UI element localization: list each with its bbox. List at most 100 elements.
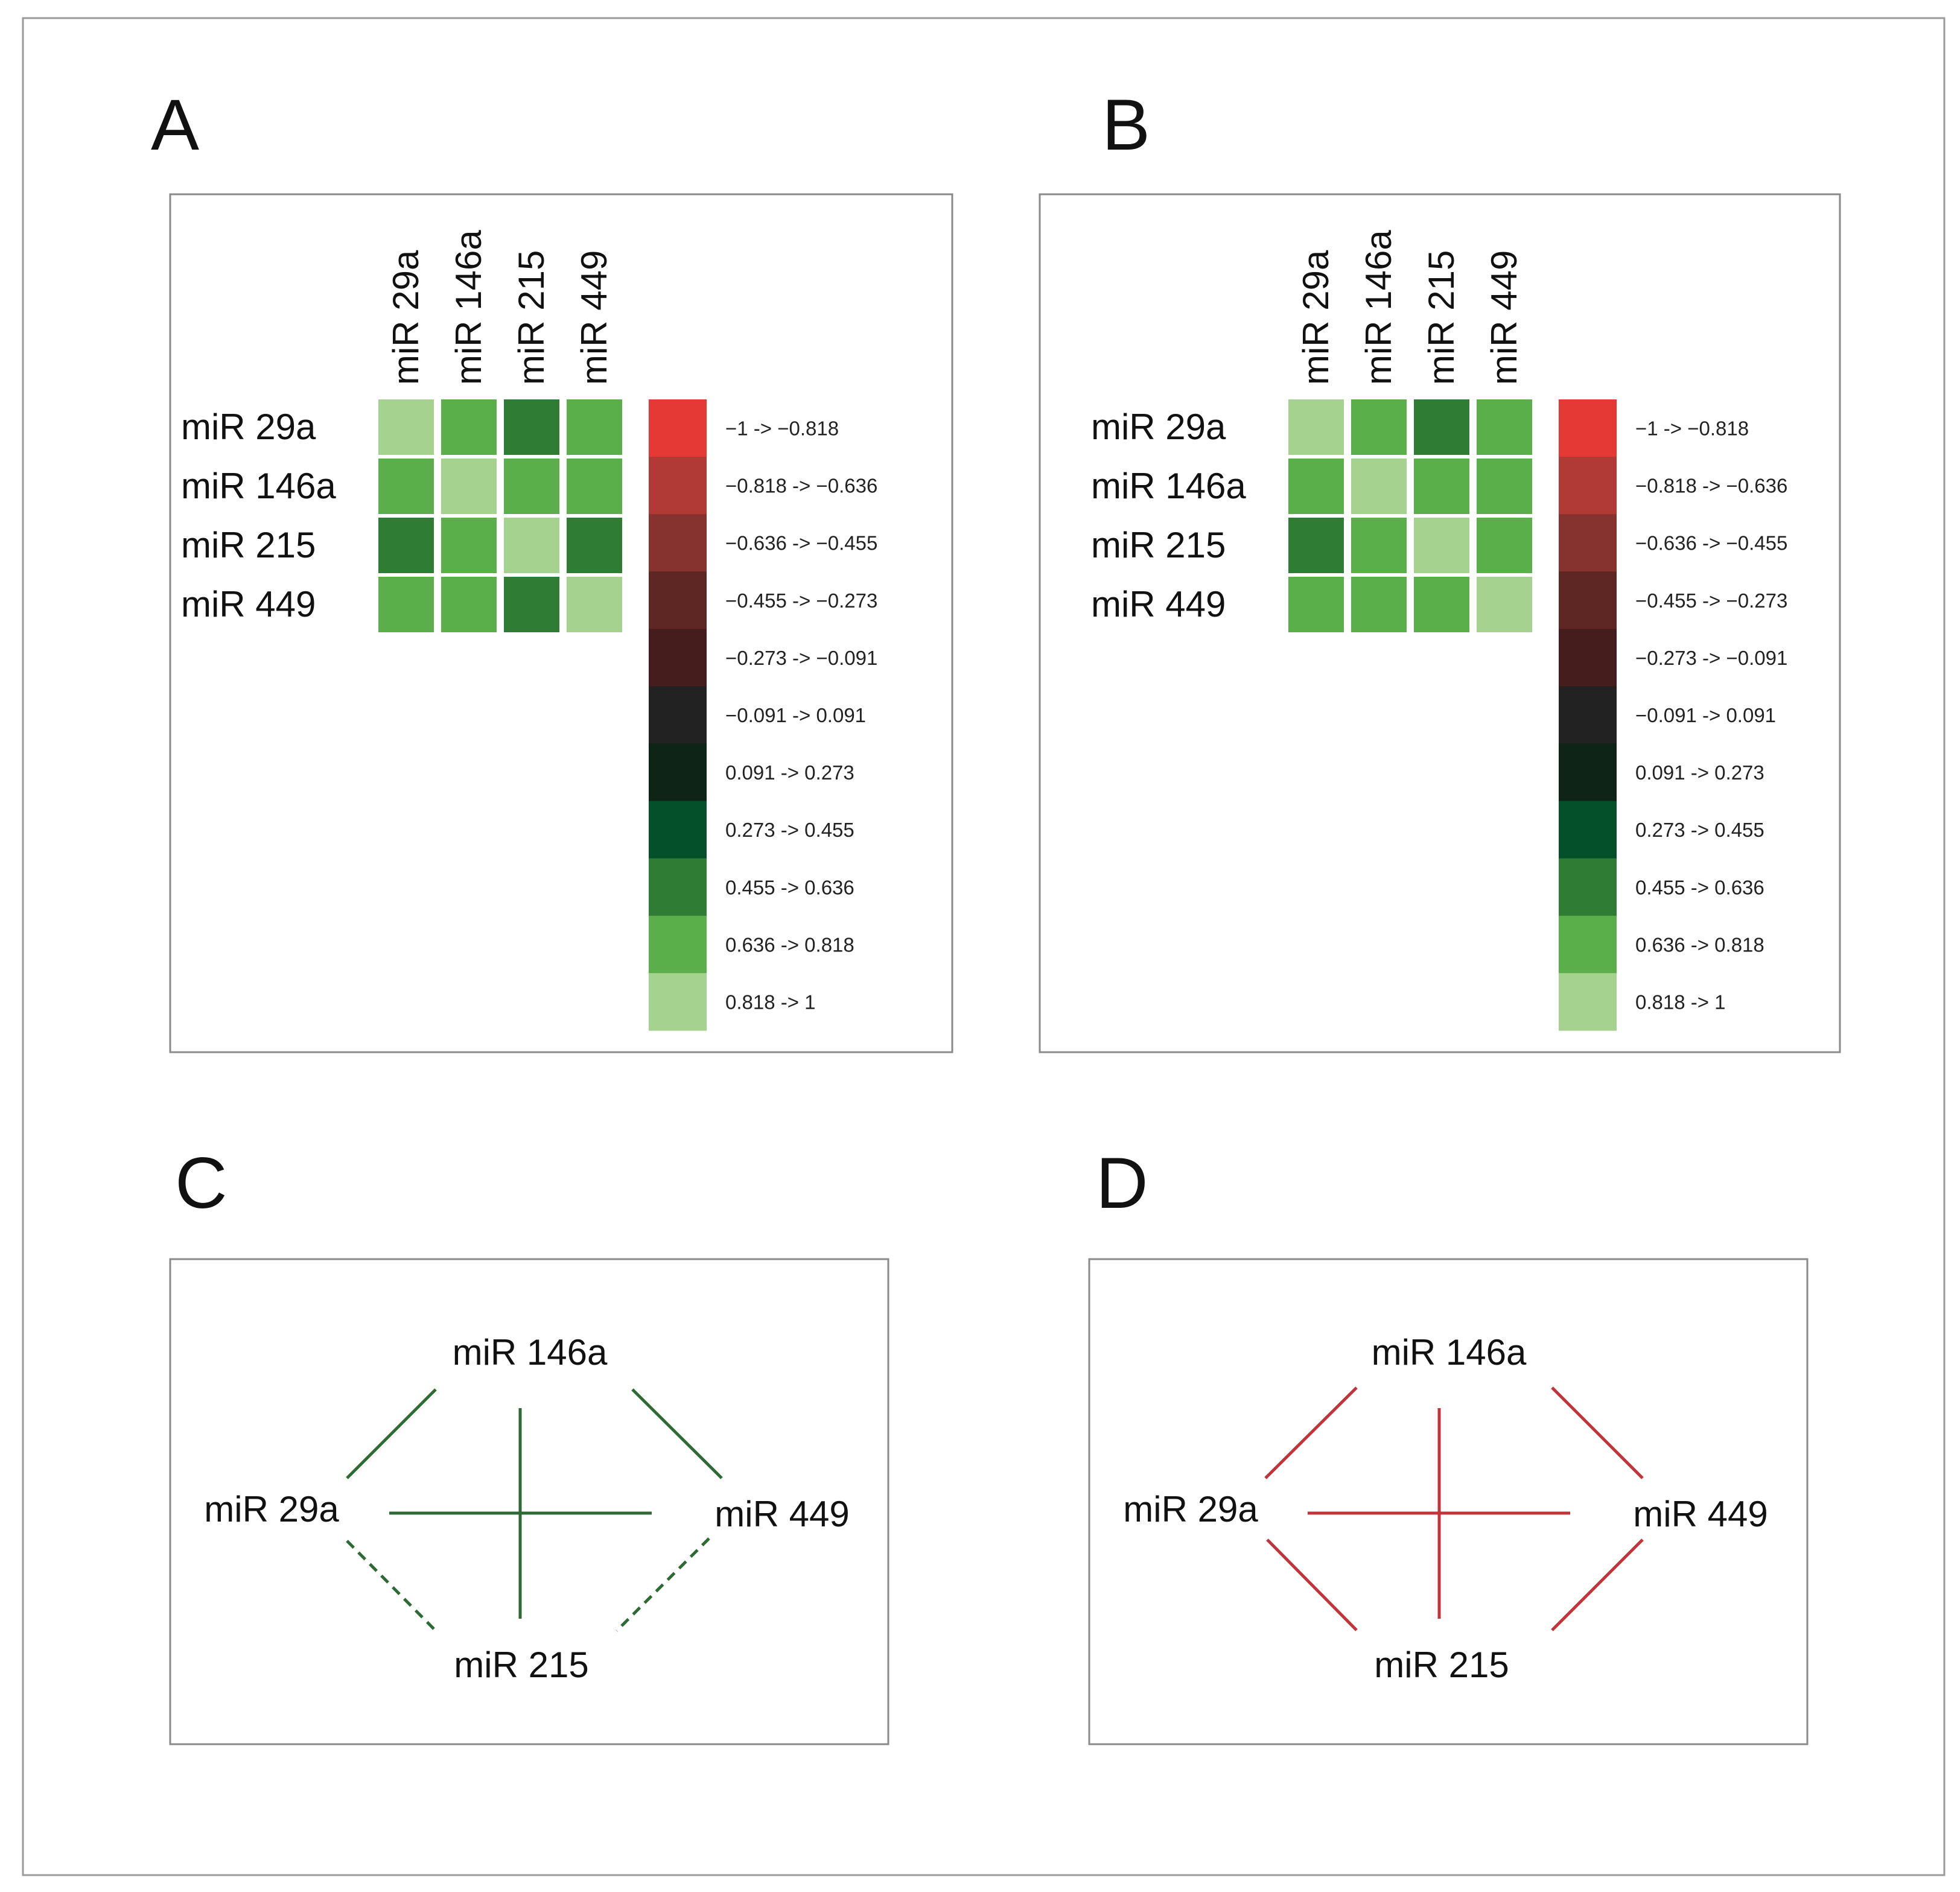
panel-b-legend-swatch-3	[1559, 514, 1617, 572]
panel-a-legend-label-8: 0.273 -> 0.455	[725, 819, 854, 841]
panel-a-legend-label-7: 0.091 -> 0.273	[725, 761, 854, 784]
panel-b-cell-3-4	[1477, 518, 1532, 573]
panel-a-frame	[169, 193, 953, 1053]
panel-b-legend-label-11: 0.818 -> 1	[1635, 991, 1726, 1013]
panel-a-legend-swatch-9	[649, 858, 707, 916]
panel-letter-d: D	[1096, 1143, 1148, 1224]
panel-d-edge-mir-29a-mir-215	[1266, 1538, 1358, 1631]
panel-a-legend-swatch-4	[649, 571, 707, 629]
panel-d-node-mir-146a: miR 146a	[1372, 1332, 1527, 1373]
panel-b-cell-4-1	[1288, 577, 1344, 632]
panel-b-heatmap: miR 29a miR 146a miR 215 miR 449 miR 29a miR …	[1091, 230, 1787, 1031]
panel-a-cell-1-2	[441, 399, 497, 455]
panel-c-edge-mir-146a-mir-449	[631, 1388, 723, 1479]
panel-a-cell-1-1	[378, 399, 434, 455]
panel-c-edge-mir-449-mir-215	[616, 1537, 710, 1632]
panel-a-col-label-mir-215: miR 215	[511, 250, 552, 385]
panel-letter-c: C	[175, 1143, 228, 1224]
panel-d-edge-mir-29a-mir-146a	[1264, 1386, 1358, 1479]
outer-frame	[22, 17, 1946, 1876]
panel-b-legend-label-7: 0.091 -> 0.273	[1635, 761, 1764, 784]
panel-b-cell-3-2	[1351, 518, 1407, 573]
panel-b-row-label-mir-146a: miR 146a	[1091, 466, 1246, 506]
panel-b-legend-swatch-11	[1559, 973, 1617, 1031]
panel-a-legend-swatch-1	[649, 399, 707, 457]
panel-b-legend-swatch-5	[1559, 629, 1617, 687]
panel-b-legend-label-3: −0.636 -> −0.455	[1635, 532, 1787, 554]
panel-a-legend-label-6: −0.091 -> 0.091	[725, 704, 866, 726]
panel-a-row-label-mir-215: miR 215	[181, 525, 316, 565]
panel-a-col-label-mir-29a: miR 29a	[386, 250, 426, 385]
panel-b-legend-swatch-6	[1559, 686, 1617, 744]
panel-b-legend-swatch-2	[1559, 457, 1617, 515]
panel-b-legend-swatch-9	[1559, 858, 1617, 916]
panel-b-cell-3-3	[1414, 518, 1469, 573]
panel-a-cell-2-2	[441, 459, 497, 514]
panel-b-row-label-mir-449: miR 449	[1091, 584, 1226, 624]
panel-a-legend-label-9: 0.455 -> 0.636	[725, 876, 854, 898]
panel-a-cell-2-3	[504, 459, 559, 514]
panel-c-network: miR 146a miR 29a miR 449 miR 215	[204, 1332, 849, 1685]
panel-d-node-mir-449: miR 449	[1633, 1494, 1768, 1534]
panel-letter-a: A	[151, 84, 199, 165]
panel-letter-b: B	[1102, 84, 1150, 165]
panel-c-node-mir-29a: miR 29a	[204, 1489, 339, 1529]
panel-b-cell-1-4	[1477, 399, 1532, 455]
panel-a-row-label-mir-146a: miR 146a	[181, 466, 336, 506]
panel-a-cell-3-1	[378, 518, 434, 573]
panel-c-edge-mir-29a-mir-215	[346, 1540, 437, 1632]
panel-b-col-label-mir-29a: miR 29a	[1296, 250, 1336, 385]
panel-c-node-mir-215: miR 215	[454, 1645, 588, 1685]
panel-d-network: miR 146a miR 29a miR 449 miR 215	[1123, 1332, 1768, 1685]
panel-a-legend-swatch-8	[649, 801, 707, 859]
panel-b-legend-label-8: 0.273 -> 0.455	[1635, 819, 1764, 841]
panel-d-edge-mir-146a-mir-449	[1551, 1386, 1644, 1479]
panel-a-cell-1-4	[567, 399, 622, 455]
panel-b-legend-label-9: 0.455 -> 0.636	[1635, 876, 1764, 898]
panel-b-cell-1-2	[1351, 399, 1407, 455]
panel-a-legend-label-1: −1 -> −0.818	[725, 417, 839, 440]
panel-b-col-label-mir-449: miR 449	[1484, 250, 1524, 385]
panel-b-cell-4-3	[1414, 577, 1469, 632]
panel-a-cell-3-4	[567, 518, 622, 573]
panel-a-cell-1-3	[504, 399, 559, 455]
panel-a-cell-4-3	[504, 577, 559, 632]
panel-b-legend-label-1: −1 -> −0.818	[1635, 417, 1749, 440]
panel-b-legend-label-10: 0.636 -> 0.818	[1635, 933, 1764, 956]
panel-a-cell-2-4	[567, 459, 622, 514]
panel-b-legend-label-5: −0.273 -> −0.091	[1635, 647, 1787, 669]
panel-a-row-label-mir-449: miR 449	[181, 584, 316, 624]
panel-b-row-label-mir-215: miR 215	[1091, 525, 1226, 565]
panel-d-node-mir-215: miR 215	[1374, 1645, 1509, 1685]
panel-a-legend-label-2: −0.818 -> −0.636	[725, 475, 877, 497]
panel-b-legend-swatch-8	[1559, 801, 1617, 859]
panel-b-legend-swatch-7	[1559, 743, 1617, 802]
panel-b-cell-1-3	[1414, 399, 1469, 455]
panel-a-heatmap: miR 29a miR 146a miR 215 miR 449 miR 29a miR …	[181, 230, 877, 1031]
panel-c-node-mir-449: miR 449	[714, 1494, 849, 1534]
panel-b-cell-2-4	[1477, 459, 1532, 514]
panel-b-cell-2-2	[1351, 459, 1407, 514]
panel-a-cell-3-2	[441, 518, 497, 573]
panel-a-legend-label-5: −0.273 -> −0.091	[725, 647, 877, 669]
panel-d-edge-mir-449-mir-215	[1551, 1538, 1644, 1631]
panel-b-row-label-mir-29a: miR 29a	[1091, 407, 1226, 447]
panel-c-frame	[169, 1258, 889, 1745]
panel-a-row-label-mir-29a: miR 29a	[181, 407, 316, 447]
panel-a-col-label-mir-449: miR 449	[574, 250, 614, 385]
panel-b-legend-label-2: −0.818 -> −0.636	[1635, 475, 1787, 497]
panel-a-legend-swatch-2	[649, 457, 707, 515]
panel-b-col-label-mir-215: miR 215	[1421, 250, 1462, 385]
panel-b-legend-swatch-1	[1559, 399, 1617, 457]
panel-a-legend-swatch-11	[649, 973, 707, 1031]
panel-b-col-label-mir-146a: miR 146a	[1358, 230, 1399, 385]
panel-b-cell-3-1	[1288, 518, 1344, 573]
panel-b-cell-2-3	[1414, 459, 1469, 514]
panel-a-cell-2-1	[378, 459, 434, 514]
panel-b-legend-label-4: −0.455 -> −0.273	[1635, 589, 1787, 612]
panel-a-legend-swatch-3	[649, 514, 707, 572]
panel-b-legend-label-6: −0.091 -> 0.091	[1635, 704, 1776, 726]
panel-a-legend-swatch-7	[649, 743, 707, 802]
panel-b-cell-4-2	[1351, 577, 1407, 632]
